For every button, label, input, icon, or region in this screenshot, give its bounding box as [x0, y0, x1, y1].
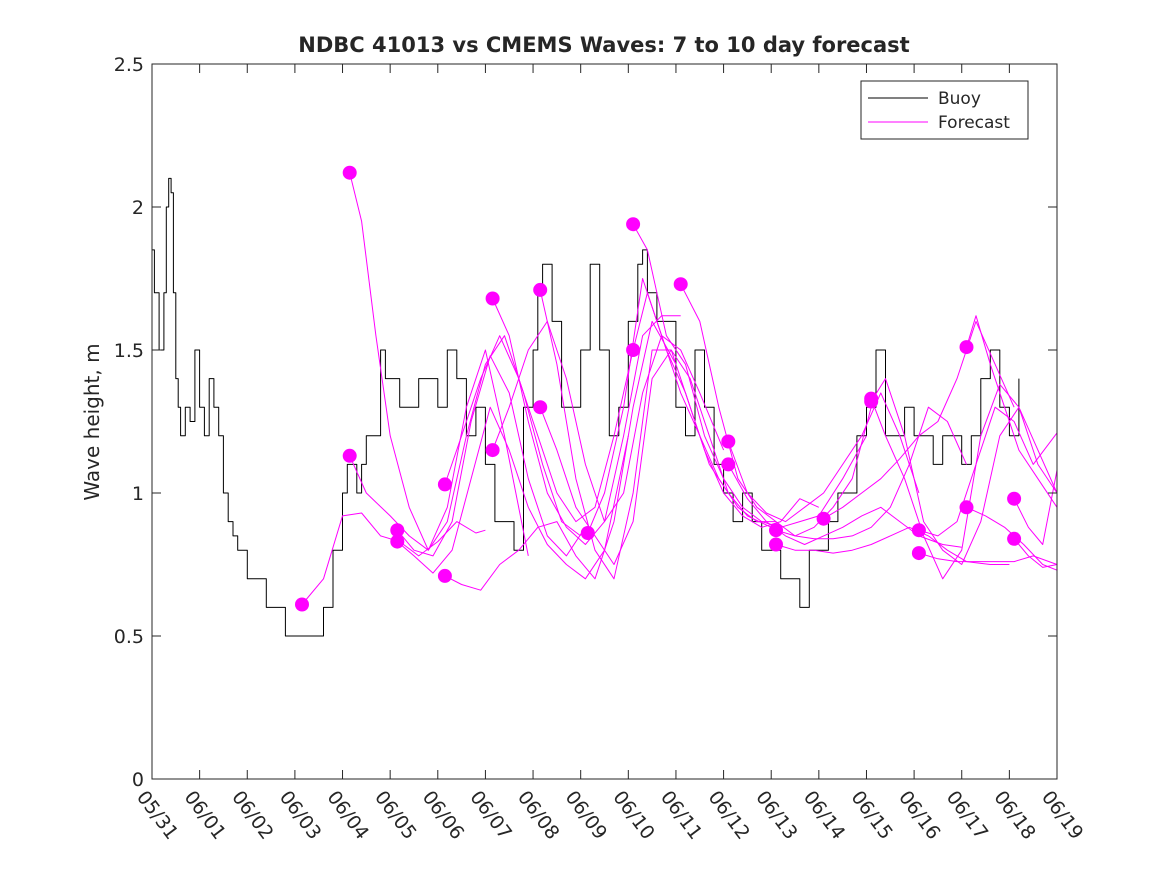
forecast-series-line — [727, 392, 920, 523]
axes-box — [151, 63, 1058, 780]
y-tick-label: 0.5 — [114, 626, 144, 648]
forecast-series-line — [1013, 470, 1058, 545]
y-axis-ticks: 0 0.5 1 1.5 2 2.5 — [114, 54, 1057, 791]
forecast-start-marker — [1007, 491, 1022, 506]
forecast-series-line — [1013, 538, 1058, 568]
forecast-series-line — [775, 406, 967, 540]
forecast-start-marker — [769, 537, 783, 552]
legend-box — [860, 80, 1029, 140]
y-tick-label: 1.5 — [114, 340, 144, 362]
legend-forecast-label: Forecast — [938, 113, 1010, 133]
forecast-start-marker — [342, 448, 357, 463]
forecast-series-line — [632, 292, 820, 528]
marker-layer — [295, 165, 1022, 612]
plot-area — [152, 64, 1057, 779]
forecast-series-line — [870, 383, 1058, 580]
forecast-start-marker — [580, 526, 595, 540]
forecast-series-line — [444, 335, 634, 523]
forecast-start-marker — [485, 291, 500, 306]
y-tick-label: 0 — [132, 769, 144, 791]
forecast-start-marker — [1007, 531, 1022, 546]
chart-title: NDBC 41013 vs CMEMS Waves: 7 to 10 day f… — [298, 33, 909, 57]
forecast-start-marker — [295, 597, 309, 612]
legend-buoy-label: Buoy — [938, 89, 981, 109]
y-tick-label: 2.5 — [114, 54, 144, 76]
forecast-series-line — [587, 278, 776, 534]
series-layer — [152, 172, 1058, 637]
forecast-start-marker — [769, 523, 783, 538]
legend: Buoy Forecast — [860, 80, 1029, 140]
forecast-start-marker — [959, 500, 974, 515]
forecast-start-marker — [533, 400, 548, 415]
y-axis-label: Wave height, m — [80, 343, 104, 500]
forecast-series-line — [966, 315, 1058, 508]
forecast-start-marker — [626, 217, 641, 232]
forecast-start-marker — [390, 523, 405, 538]
forecast-series-line — [870, 378, 1058, 565]
forecast-series-line — [396, 406, 629, 580]
forecast-series-line — [492, 320, 725, 523]
forecast-series-line — [444, 320, 677, 591]
y-tick-label: 2 — [132, 197, 144, 219]
forecast-start-marker — [816, 511, 831, 526]
buoy-series-line — [152, 177, 1020, 637]
forecast-series-line — [396, 355, 586, 557]
forecast-series-line — [492, 298, 681, 545]
forecast-start-marker — [533, 282, 548, 297]
forecast-start-marker — [911, 523, 926, 538]
forecast-start-marker — [673, 277, 688, 292]
forecast-start-marker — [485, 443, 500, 458]
forecast-start-marker — [721, 434, 736, 449]
forecast-start-marker — [864, 391, 879, 406]
axes-layer — [151, 63, 1058, 780]
forecast-start-marker — [437, 477, 452, 492]
forecast-series-line — [349, 335, 581, 551]
forecast-start-marker — [626, 343, 641, 357]
y-tick-label: 1 — [132, 483, 144, 505]
forecast-start-marker — [911, 546, 926, 561]
forecast-start-marker — [721, 457, 736, 472]
axes-background — [152, 64, 1057, 779]
forecast-start-marker — [959, 340, 974, 355]
forecast-start-marker — [342, 165, 357, 180]
forecast-series-line — [680, 283, 872, 537]
forecast-series-line — [918, 406, 1058, 537]
forecast-start-marker — [437, 568, 452, 583]
forecast-start-marker — [390, 534, 405, 549]
